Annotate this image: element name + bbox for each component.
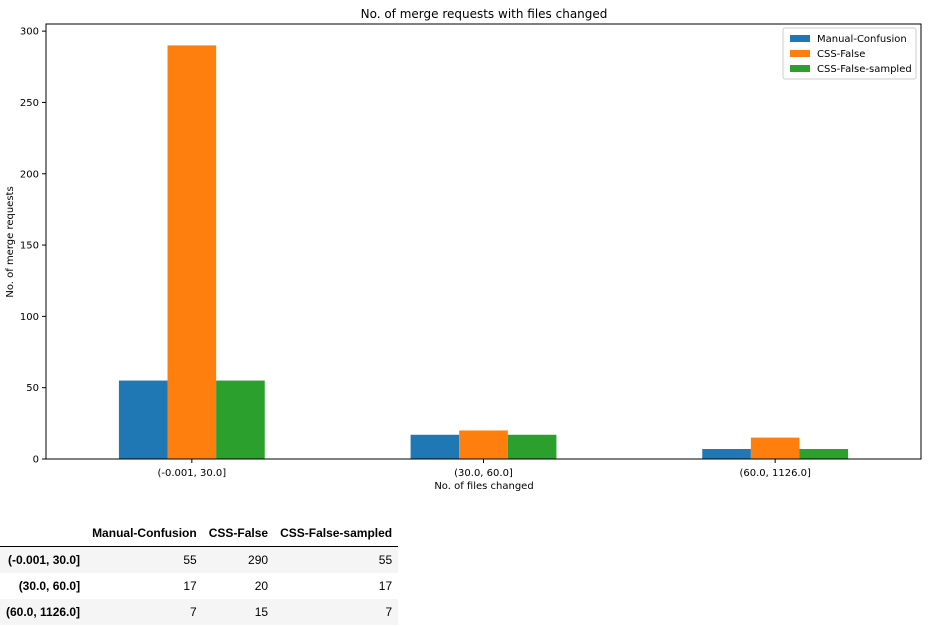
- y-tick-label: 100: [20, 312, 39, 323]
- y-tick-label: 50: [26, 383, 39, 394]
- table-cell: 7: [385, 605, 393, 619]
- legend-label: CSS-False: [817, 49, 865, 60]
- table-header-css-false-sampled: CSS-False-sampled: [274, 520, 399, 547]
- chart-title: No. of merge requests with files changed: [361, 7, 608, 21]
- y-axis-label: No. of merge requests: [5, 186, 16, 297]
- plot-frame: [45, 23, 922, 460]
- table-header-index: [0, 520, 87, 547]
- bar-manual-confusion: [702, 449, 751, 459]
- y-tick-label: 150: [20, 241, 39, 252]
- legend-label: Manual-Confusion: [817, 34, 907, 45]
- legend-swatch: [790, 35, 810, 42]
- table-cell: 55: [183, 553, 197, 567]
- legend-box: [782, 27, 917, 80]
- y-tick-label: 250: [20, 98, 39, 109]
- legend-label: CSS-False-sampled: [817, 64, 912, 75]
- bar-chart: No. of merge requests with files changed…: [5, 7, 922, 492]
- table-row: (60.0, 1126.0] 7 15 7: [0, 599, 399, 625]
- table-cell: 7: [190, 605, 197, 619]
- legend-swatch: [790, 50, 810, 57]
- row-label: (60.0, 1126.0]: [6, 605, 81, 619]
- y-tick-label: 300: [20, 27, 39, 38]
- legend: Manual-Confusion CSS-False CSS-False-sampl…: [782, 27, 917, 80]
- bar-css-false-sampled: [799, 449, 849, 459]
- table-cell: 290: [248, 553, 269, 567]
- table-cell: 20: [254, 579, 269, 593]
- table-header-css-false: CSS-False: [202, 520, 275, 547]
- table-header-manual-confusion: Manual-Confusion: [86, 520, 203, 547]
- table-header-row: Manual-Confusion CSS-False CSS-False-sam…: [0, 520, 399, 547]
- bar-css-false-sampled: [507, 434, 557, 459]
- table-cell: 15: [254, 605, 269, 619]
- legend-swatch: [790, 65, 810, 72]
- y-axis: 0 50 100 150 200 250 300: [20, 27, 46, 466]
- x-tick-label: (-0.001, 30.0]: [157, 468, 226, 479]
- x-tick-label: (60.0, 1126.0]: [739, 468, 811, 479]
- bar-css-false-sampled: [216, 380, 265, 459]
- data-table: Manual-Confusion CSS-False CSS-False-sam…: [0, 520, 399, 625]
- bar-manual-confusion: [118, 380, 168, 459]
- x-axis-label: No. of files changed: [434, 481, 533, 492]
- y-tick-label: 0: [33, 455, 39, 466]
- row-label: (30.0, 60.0]: [18, 579, 81, 593]
- table-row: (-0.001, 30.0] 55 290 55: [0, 546, 399, 573]
- bars-group: [118, 45, 849, 460]
- bar-css-false: [750, 437, 800, 459]
- y-tick-label: 200: [20, 169, 39, 180]
- table-cell: 55: [378, 553, 393, 567]
- bar-css-false: [167, 45, 217, 460]
- x-tick-label: (30.0, 60.0]: [454, 468, 513, 479]
- table-cell: 17: [183, 579, 197, 593]
- bar-manual-confusion: [410, 434, 460, 459]
- bar-css-false: [459, 430, 508, 459]
- table-row: (30.0, 60.0] 17 20 17: [0, 573, 398, 599]
- row-label: (-0.001, 30.0]: [8, 553, 81, 567]
- table-cell: 17: [378, 579, 393, 593]
- x-axis: (-0.001, 30.0] (30.0, 60.0] (60.0, 1126.0]: [157, 459, 811, 479]
